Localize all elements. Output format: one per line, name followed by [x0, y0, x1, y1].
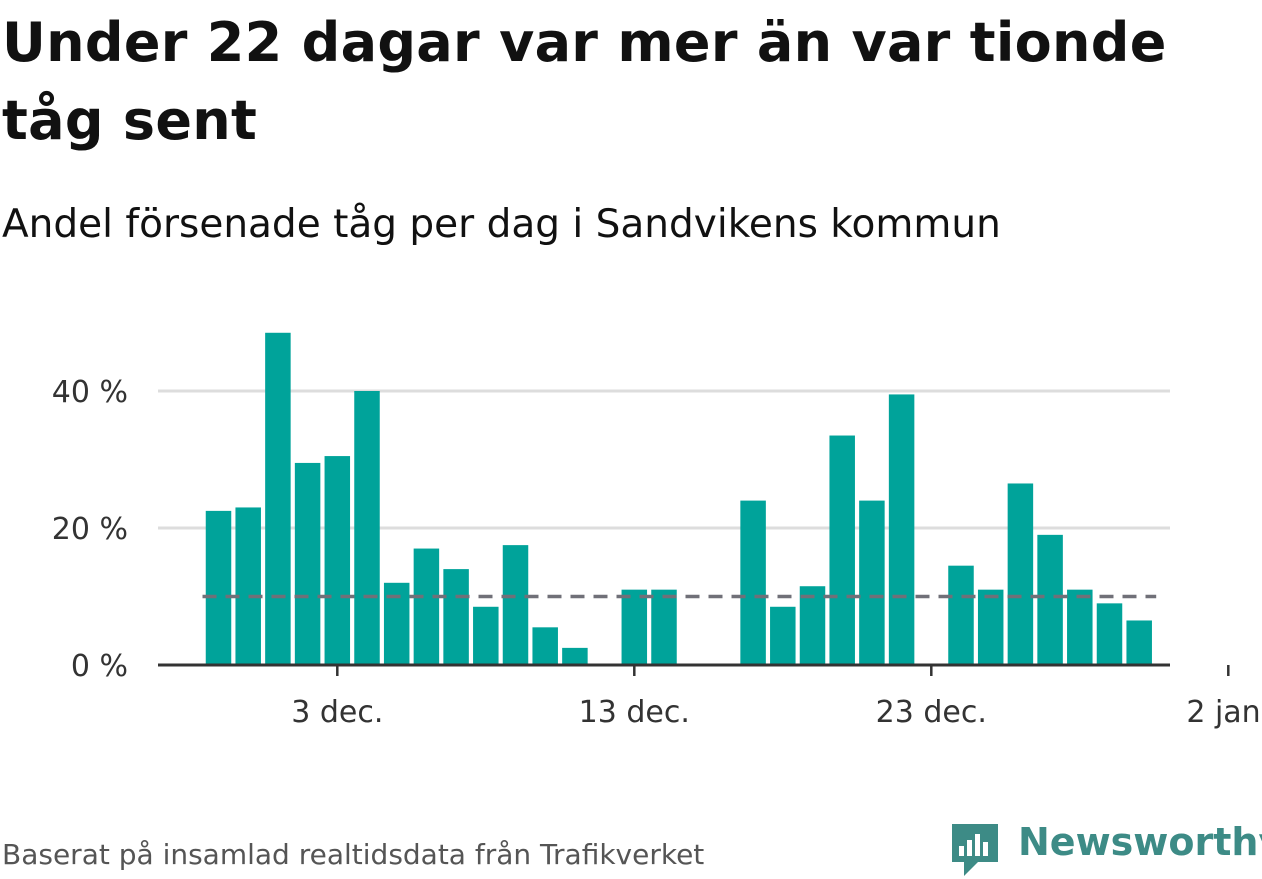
- bar: [1037, 534, 1063, 665]
- bar: [859, 500, 885, 665]
- x-tick-label: 2 jan.: [1186, 695, 1262, 730]
- bar: [324, 456, 351, 665]
- bar: [888, 394, 915, 665]
- bar: [294, 462, 321, 665]
- bar: [651, 589, 677, 665]
- bar: [473, 606, 499, 665]
- bar: [948, 565, 974, 665]
- bar: [265, 332, 291, 665]
- bar: [740, 500, 766, 665]
- bar: [770, 606, 796, 665]
- bar: [443, 569, 469, 665]
- newsworthy-logo-text: Newsworthy: [1018, 820, 1262, 864]
- bar: [205, 510, 232, 665]
- source-note: Baserat på insamlad realtidsdata från Tr…: [2, 838, 705, 871]
- x-tick-label: 13 dec.: [579, 695, 690, 730]
- bar: [977, 589, 1004, 665]
- bar: [1067, 589, 1093, 665]
- bar: [621, 589, 648, 665]
- tick-labels: 0 % 20 % 40 % 3 dec. 13 dec. 23 dec. 2 jan.: [52, 375, 1262, 730]
- bar-chart: 0 % 20 % 40 % 3 dec. 13 dec. 23 dec. 2 jan.: [52, 332, 1262, 730]
- x-tick-label: 23 dec.: [876, 695, 987, 730]
- newsworthy-logo: Newsworthy: [950, 818, 1262, 878]
- bars: [205, 332, 1152, 665]
- bar: [413, 548, 440, 665]
- chart-title: Under 22 dagar var mer än var tionde tåg…: [2, 11, 1167, 152]
- bar: [799, 586, 826, 665]
- bar: [235, 507, 261, 665]
- y-tick-label: 0 %: [71, 649, 128, 684]
- bar: [354, 391, 380, 665]
- bar: [1096, 603, 1123, 665]
- bar: [562, 647, 588, 665]
- bar: [502, 545, 529, 665]
- newsworthy-logo-icon: [952, 824, 998, 876]
- x-tick-label: 3 dec.: [291, 695, 383, 730]
- bar: [829, 435, 855, 665]
- y-tick-label: 20 %: [52, 512, 128, 547]
- chart-subtitle: Andel försenade tåg per dag i Sandvikens…: [2, 202, 1001, 247]
- bar: [532, 627, 558, 665]
- bar: [1007, 483, 1034, 665]
- y-tick-label: 40 %: [52, 375, 128, 410]
- bar: [1126, 620, 1152, 665]
- axes: [158, 663, 1230, 676]
